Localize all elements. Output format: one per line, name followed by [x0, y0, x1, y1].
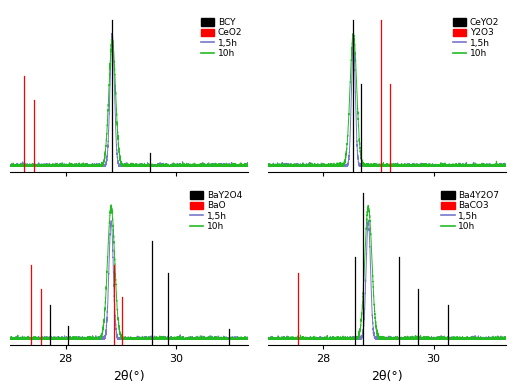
X-axis label: 2θ(°): 2θ(°) — [371, 370, 402, 383]
Legend: BCY, CeO2, 1,5h, 10h: BCY, CeO2, 1,5h, 10h — [199, 16, 244, 60]
Legend: CeYO2, Y2O3, 1,5h, 10h: CeYO2, Y2O3, 1,5h, 10h — [451, 16, 501, 60]
Legend: BaY2O4, BaO, 1,5h, 10h: BaY2O4, BaO, 1,5h, 10h — [188, 189, 244, 233]
Legend: Ba4Y2O7, BaCO3, 1,5h, 10h: Ba4Y2O7, BaCO3, 1,5h, 10h — [440, 189, 501, 233]
X-axis label: 2θ(°): 2θ(°) — [114, 370, 145, 383]
